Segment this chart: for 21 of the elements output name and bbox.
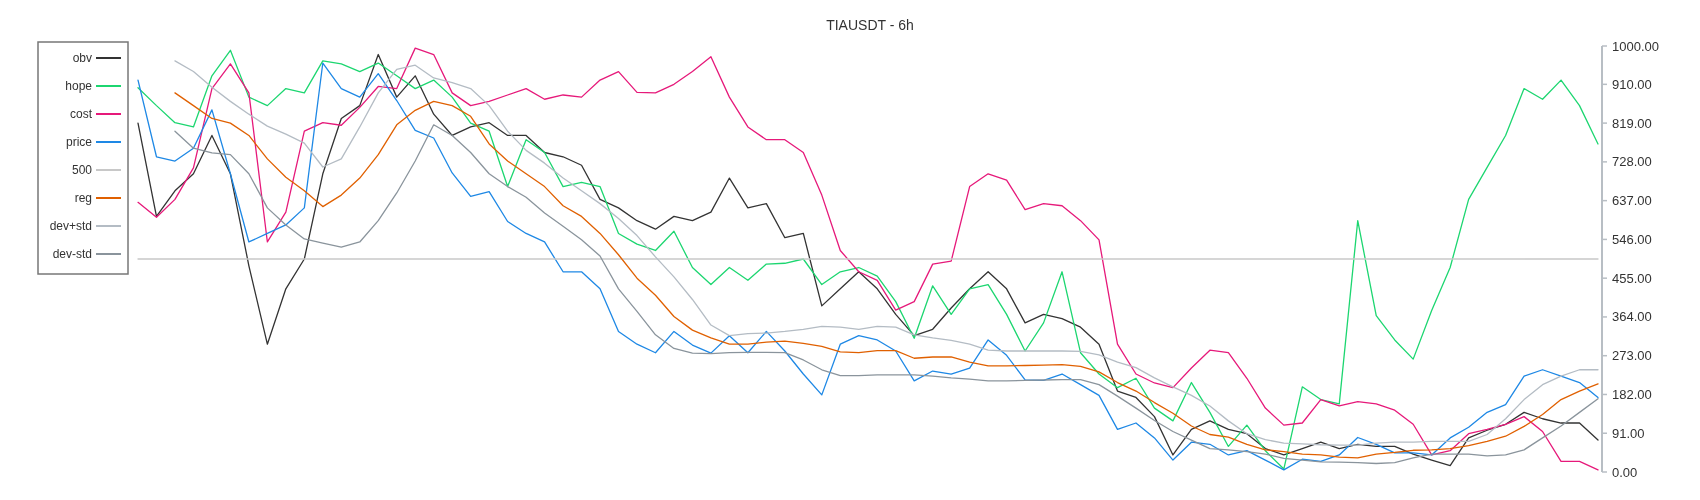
y-tick-label: 0.00 bbox=[1612, 464, 1638, 480]
y-tick-label: 455.00 bbox=[1612, 270, 1652, 286]
y-tick-label: 910.00 bbox=[1612, 76, 1652, 92]
legend-label: reg bbox=[74, 191, 92, 206]
y-tick-label: 819.00 bbox=[1612, 115, 1652, 131]
legend-label: price bbox=[65, 135, 93, 150]
y-tick-label: 364.00 bbox=[1612, 309, 1652, 325]
legend-label: dev+std bbox=[49, 219, 92, 234]
chart-title: TIAUSDT - 6h bbox=[826, 17, 914, 33]
y-tick-label: 546.00 bbox=[1612, 231, 1652, 247]
legend-label: dev-std bbox=[52, 247, 92, 262]
legend-label: 500 bbox=[71, 163, 93, 178]
y-tick-label: 91.00 bbox=[1612, 425, 1645, 441]
y-tick-label: 182.00 bbox=[1612, 387, 1652, 403]
legend-label: obv bbox=[72, 51, 92, 66]
legend-label: hope bbox=[65, 79, 93, 94]
y-tick-label: 728.00 bbox=[1612, 154, 1652, 170]
y-tick-label: 273.00 bbox=[1612, 348, 1652, 364]
y-tick-label: 637.00 bbox=[1612, 193, 1652, 209]
legend-label: cost bbox=[69, 107, 93, 122]
y-tick-label: 1000.00 bbox=[1612, 38, 1659, 54]
